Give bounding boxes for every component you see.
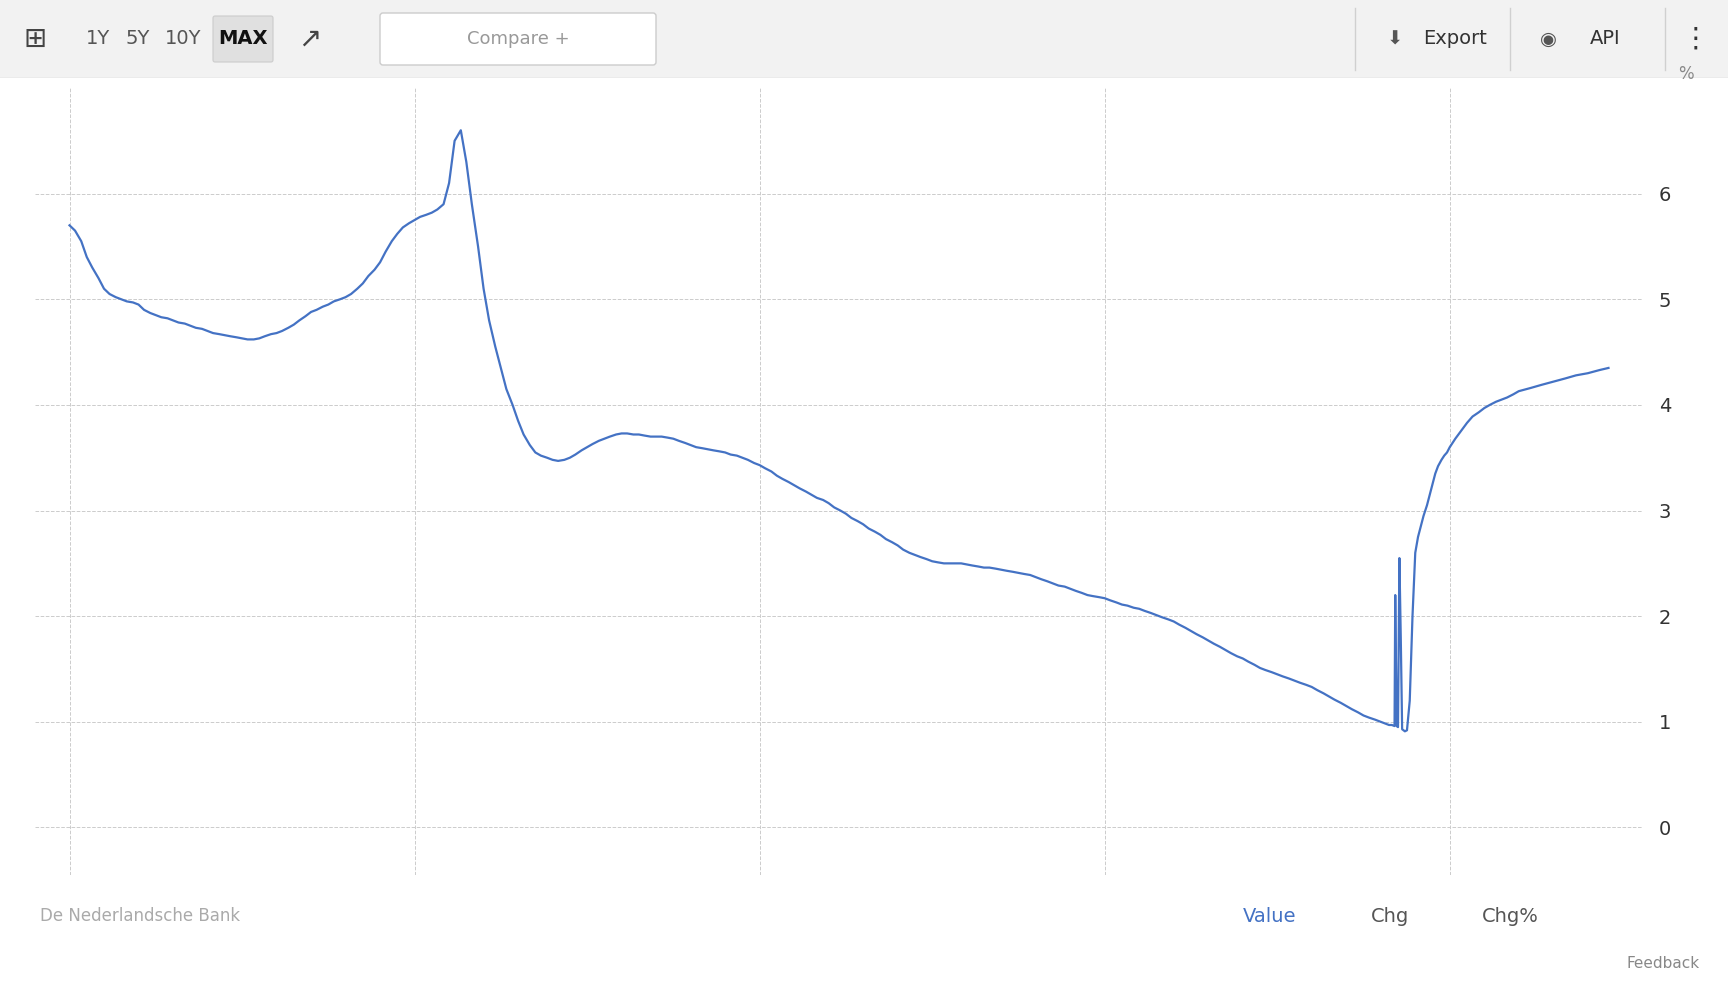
Text: ⬇: ⬇: [1388, 30, 1403, 48]
Text: ↗: ↗: [299, 25, 321, 53]
Text: %: %: [1678, 65, 1693, 83]
Text: ⊞: ⊞: [24, 25, 47, 53]
Text: ◉: ◉: [1540, 30, 1557, 48]
Text: Chg: Chg: [1370, 907, 1408, 926]
Text: Chg%: Chg%: [1481, 907, 1538, 926]
Text: 5Y: 5Y: [126, 30, 150, 48]
Text: 10Y: 10Y: [164, 30, 200, 48]
Text: ⋮: ⋮: [1681, 25, 1709, 53]
Text: Compare +: Compare +: [467, 30, 569, 48]
Text: 1Y: 1Y: [86, 30, 111, 48]
Text: De Nederlandsche Bank: De Nederlandsche Bank: [40, 907, 240, 925]
Text: Value: Value: [1242, 907, 1296, 926]
Text: Feedback: Feedback: [1626, 955, 1700, 970]
Text: MAX: MAX: [218, 30, 268, 48]
FancyBboxPatch shape: [213, 16, 273, 62]
Text: Export: Export: [1424, 30, 1486, 48]
FancyBboxPatch shape: [380, 13, 657, 65]
Text: API: API: [1590, 30, 1621, 48]
